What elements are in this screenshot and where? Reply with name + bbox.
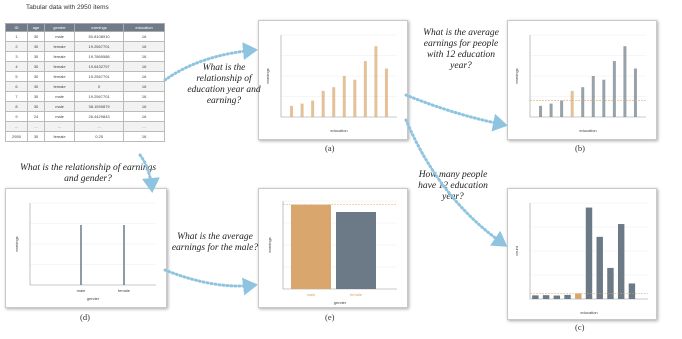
- table-row: 9 24 male 26.4429843 16: [5, 111, 165, 122]
- question-b: What is the average earnings for people …: [423, 28, 499, 71]
- y-axis-label: earnings: [265, 68, 270, 83]
- table-row: 6 30 female 0 16: [5, 81, 165, 92]
- data-point-column: [123, 225, 125, 285]
- question-e: What is the average earnings for the mal…: [171, 232, 259, 253]
- chart-a: education earnings: [265, 34, 397, 133]
- question-d: What is the relationship of earnings and…: [19, 163, 157, 184]
- chart-b: education earnings: [514, 34, 646, 133]
- data-point-column: [300, 103, 304, 117]
- data-point-column: [290, 105, 294, 117]
- data-point-column: [363, 61, 367, 117]
- data-table: ID age gender earnings education 1 30 male…: [5, 23, 165, 142]
- table-row: 8 30 male 38.1599879 16: [5, 101, 165, 112]
- bar: [607, 267, 614, 299]
- data-point-column: [353, 79, 357, 117]
- y-axis-label: earnings: [267, 237, 272, 252]
- chart-c: education count: [514, 202, 648, 315]
- x-axis-label: education: [330, 128, 347, 133]
- data-point-column: [560, 100, 564, 117]
- data-point-column: [570, 90, 574, 117]
- caption-a: (a): [325, 143, 335, 153]
- x-axis-label: gender: [334, 300, 347, 305]
- bar: [585, 207, 593, 299]
- data-point-column: [80, 225, 82, 285]
- arrow-a-to-b: [404, 93, 508, 132]
- tick-label: female: [350, 292, 363, 297]
- bar: [542, 295, 550, 299]
- caption-c: (c): [575, 322, 585, 332]
- data-point-column: [311, 100, 315, 117]
- data-point-column: [342, 76, 346, 117]
- data-point-column: [384, 68, 388, 117]
- x-axis-label: education: [579, 128, 596, 133]
- arrow-a-to-c: [404, 118, 508, 247]
- chart-panel-c: education count: [507, 188, 657, 320]
- x-axis-label: gender: [87, 296, 100, 301]
- chart-panel-a: education earnings: [258, 20, 408, 140]
- table-cell: 16: [123, 131, 165, 142]
- caption-b: (b): [575, 143, 585, 153]
- bar: [532, 295, 539, 299]
- y-axis-label: earnings: [14, 236, 19, 251]
- caption-d: (d): [80, 312, 90, 322]
- y-axis-label: count: [514, 245, 519, 256]
- bar: [628, 283, 636, 299]
- data-point-column: [539, 105, 543, 117]
- table-header-row: ID age gender earnings education: [5, 23, 165, 32]
- table-title: Tabular data with 2950 items: [26, 4, 109, 11]
- data-point-column: [581, 87, 585, 117]
- tick-label: male: [77, 288, 86, 293]
- arrow-table-to-a: [163, 42, 258, 82]
- chart-panel-e: gender earnings male female: [258, 188, 408, 308]
- chart-e: gender earnings male female: [267, 200, 397, 305]
- bar: [336, 212, 376, 289]
- tick-label: male: [307, 292, 316, 297]
- bar: [617, 224, 625, 299]
- data-point-column: [374, 46, 378, 117]
- data-point-column: [623, 46, 627, 117]
- caption-e: (e): [325, 312, 335, 322]
- table-cell: 30: [26, 131, 46, 142]
- y-axis-label: earnings: [514, 68, 519, 83]
- bar: [291, 204, 331, 289]
- bar: [575, 293, 582, 299]
- table-row: 1 30 male 50.8108910 16: [5, 31, 165, 42]
- data-point-column: [332, 87, 336, 117]
- x-axis-label: education: [580, 310, 597, 315]
- data-point-column: [591, 76, 595, 117]
- chart-d: gender earnings male female: [14, 202, 156, 301]
- tick-label: female: [118, 288, 131, 293]
- table-row: 3 30 female 19.7869588 16: [5, 51, 165, 62]
- bar: [596, 236, 603, 299]
- bar: [564, 294, 571, 299]
- data-point-column: [549, 103, 553, 117]
- arrow-table-to-d: [138, 153, 160, 193]
- chart-panel-b: education earnings: [507, 20, 657, 140]
- chart-panel-d: gender earnings male female: [5, 188, 167, 308]
- data-point-column: [321, 90, 325, 117]
- data-point-column: [602, 79, 606, 117]
- data-point-column: [612, 61, 616, 117]
- table-cell: 0.25: [73, 131, 125, 142]
- table-row: 2950 30 female 0.25 16: [5, 131, 165, 142]
- data-point-column: [633, 68, 637, 117]
- question-a: What is the relationship of education ye…: [187, 63, 261, 106]
- arrow-d-to-e: [163, 268, 258, 296]
- bar: [553, 295, 561, 299]
